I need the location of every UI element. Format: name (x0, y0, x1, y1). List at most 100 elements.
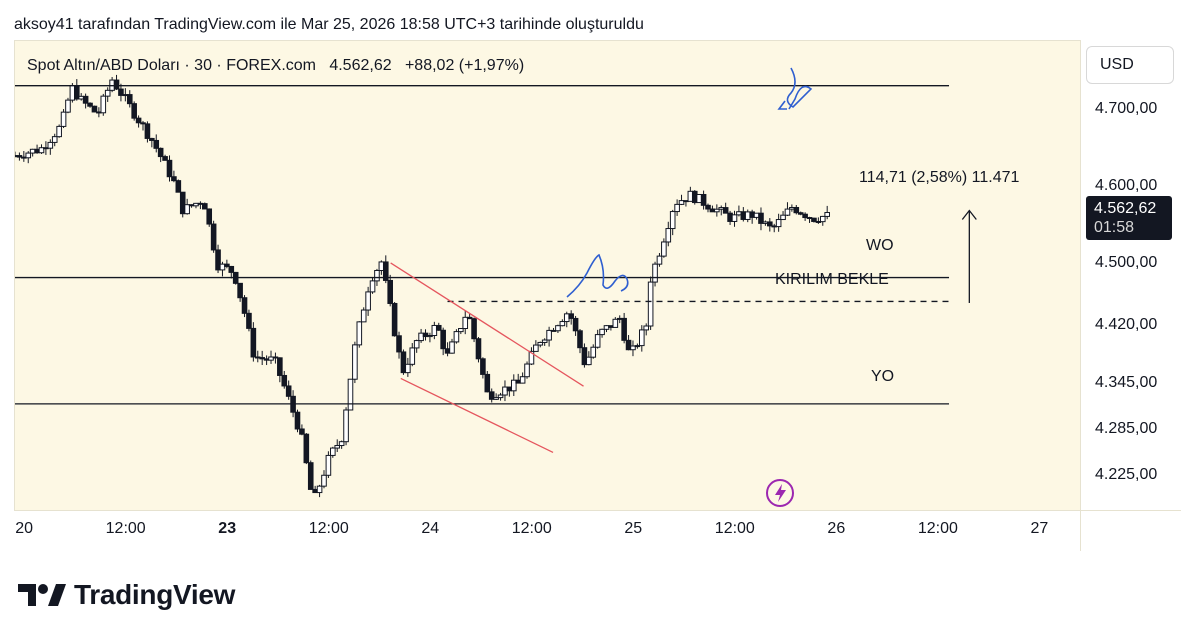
candle (413, 339, 420, 353)
candle (444, 342, 451, 357)
candle-body-down (806, 217, 813, 220)
candle (65, 97, 71, 114)
candle (104, 87, 111, 102)
candle-body-up (819, 215, 826, 223)
candle-body-down (475, 338, 482, 360)
candle-body-up (321, 474, 327, 487)
candle-body-up (497, 394, 504, 399)
candle (762, 220, 769, 226)
candle (96, 107, 102, 118)
candle-body-up (652, 263, 658, 283)
candle-body-up (586, 356, 592, 366)
candle-body-down (263, 358, 270, 361)
candle-body-up (546, 329, 552, 341)
candles-layer (15, 74, 830, 498)
candle-body-up (661, 241, 667, 257)
candlestick-chart[interactable] (15, 41, 1081, 511)
candle-body-up (409, 347, 416, 365)
candle (100, 93, 107, 116)
candle (634, 343, 641, 349)
tradingview-logo-icon (18, 584, 66, 606)
brand-name: TradingView (74, 579, 236, 610)
symbol-name[interactable]: Spot Altın/ABD Doları · 30 · FOREX.com (27, 57, 316, 74)
candle (727, 210, 733, 225)
candle (197, 201, 204, 210)
candle (268, 350, 274, 364)
lightning-icon[interactable] (766, 479, 794, 507)
candle (466, 313, 473, 320)
candle-body-down (550, 329, 557, 332)
candle (232, 271, 239, 285)
candle (109, 77, 115, 93)
candle (193, 202, 199, 209)
candle (678, 194, 685, 206)
candle-body-up (219, 263, 226, 271)
candle-body-up (524, 363, 530, 378)
candle-body-up (449, 341, 455, 354)
candle-body-up (563, 313, 570, 323)
candle-body-down (140, 122, 146, 125)
candle (749, 209, 755, 224)
candle (382, 255, 389, 284)
symbol-info[interactable]: Spot Altın/ABD Doları · 30 · FOREX.com 4… (27, 57, 524, 75)
candle (179, 191, 186, 218)
candle-body-up (47, 141, 54, 149)
candle (572, 315, 579, 336)
candle-body-down (299, 428, 305, 435)
measure-label: 114,71 (2,58%) 11.471 (859, 169, 1020, 186)
candle (696, 193, 702, 204)
candle-body-down (153, 139, 160, 149)
candle-body-down (749, 211, 755, 218)
candle (427, 332, 433, 343)
hand-sketch-arrow (777, 67, 813, 110)
candle-body-up (29, 148, 36, 154)
candle (714, 204, 720, 217)
candle-body-up (634, 345, 641, 348)
candle-body-down (250, 327, 257, 358)
candle-body-down (272, 356, 279, 359)
time-axis[interactable] (14, 510, 1080, 551)
candle-body-up (56, 125, 62, 138)
candle (550, 327, 557, 332)
candle (140, 120, 146, 131)
brand[interactable]: TradingView (18, 578, 235, 612)
candle-body-down (197, 202, 204, 205)
candle-body-up (347, 378, 354, 411)
candle-body-down (802, 213, 808, 219)
candle-body-up (528, 350, 535, 365)
candle-body-down (162, 156, 168, 161)
candle (365, 286, 371, 316)
time-tick-label: 27 (1030, 520, 1049, 537)
candle-body-up (780, 214, 786, 221)
candle (51, 133, 58, 147)
candle-body-down (224, 263, 230, 267)
candle (568, 310, 574, 325)
candle-body-down (471, 318, 477, 340)
candle-body-down (113, 79, 120, 90)
candle-body-down (237, 282, 243, 299)
candle (669, 209, 676, 236)
candle (590, 344, 597, 359)
price-tick-label: 4.600,00 (1095, 177, 1158, 195)
candle-body-up (352, 344, 358, 380)
candle (347, 378, 354, 411)
candle-body-down (740, 211, 747, 220)
measure-arrow-head (961, 209, 977, 220)
chart-pane[interactable]: Spot Altın/ABD Doları · 30 · FOREX.com 4… (14, 40, 1081, 511)
candle-body-up (60, 111, 67, 127)
candle-body-up (612, 318, 619, 328)
candle (254, 350, 261, 363)
candle-body-up (718, 207, 725, 210)
candle-body-down (210, 223, 217, 251)
candle-body-up (775, 219, 782, 228)
candle (577, 329, 583, 354)
candle (731, 210, 738, 227)
candle-body-down (259, 357, 265, 360)
price-axis[interactable] (1080, 40, 1181, 510)
candle (705, 203, 711, 213)
candle-body-down (228, 265, 235, 273)
currency-button[interactable]: USD (1086, 46, 1174, 84)
candle (493, 393, 499, 401)
candle (246, 309, 252, 332)
candle (224, 259, 230, 269)
